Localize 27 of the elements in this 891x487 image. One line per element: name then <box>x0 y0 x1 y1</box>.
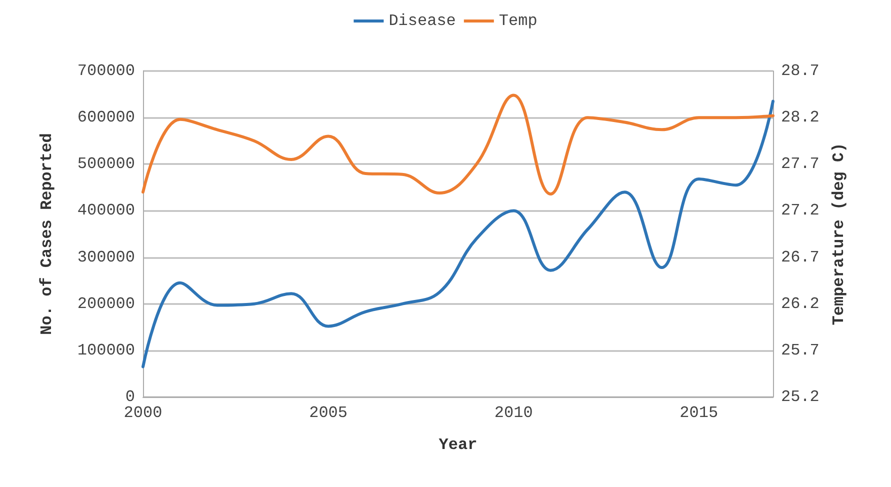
y2-tick-label: 26.2 <box>781 294 820 313</box>
x-axis-title: Year <box>438 436 478 454</box>
x-tick-label: 2005 <box>309 404 348 422</box>
y-tick-label: 700000 <box>77 62 135 80</box>
y-tick-label: 400000 <box>77 202 135 220</box>
y-tick-label: 0 <box>125 388 135 406</box>
x-tick-label: 2010 <box>494 404 533 422</box>
y2-tick-label: 26.7 <box>781 248 820 266</box>
y-tick-label: 500000 <box>77 155 135 174</box>
y-axis-title: No. of Cases Reported <box>38 133 56 335</box>
line-series <box>142 94 774 196</box>
y2-axis-title: Temperature (deg C) <box>830 142 848 326</box>
y2-tick-label: 28.2 <box>781 108 820 127</box>
x-tick-label: 2000 <box>124 404 162 422</box>
legend-label: Disease <box>388 12 456 30</box>
y2-tick-label: 27.2 <box>781 202 820 220</box>
y2-tick-label: 27.7 <box>781 155 820 174</box>
y-tick-label: 600000 <box>77 108 135 127</box>
y-tick-label: 100000 <box>77 341 135 360</box>
x-tick-label: 2015 <box>680 404 718 422</box>
y2-tick-label: 25.2 <box>781 388 820 406</box>
y-tick-label: 200000 <box>77 294 135 313</box>
y2-tick-label: 25.7 <box>781 341 820 360</box>
y-tick-label: 300000 <box>77 248 135 266</box>
y2-tick-label: 28.7 <box>781 62 820 80</box>
legend-label: Temp <box>498 12 538 30</box>
line-series <box>142 100 774 368</box>
